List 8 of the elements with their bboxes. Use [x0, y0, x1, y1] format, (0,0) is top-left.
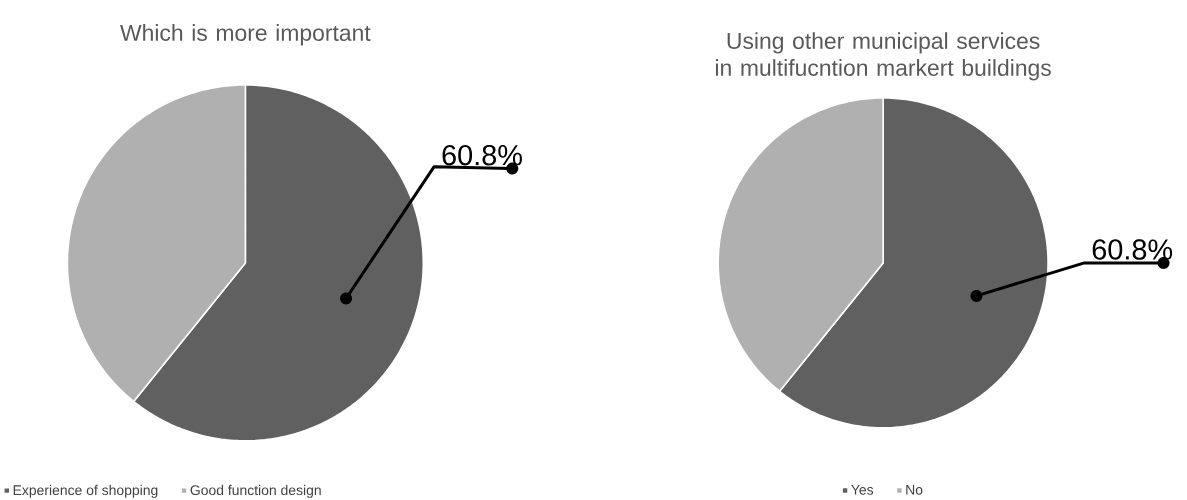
legend-label: Experience of shopping — [13, 484, 158, 498]
chart-title: Which is more important — [120, 23, 371, 46]
data-label: 60.8% — [442, 144, 522, 166]
legend-label: Good function design — [190, 484, 321, 498]
data-label: 60.8% — [1092, 239, 1173, 260]
chart-title: Using other municipal services in multifucntion markert buildings — [715, 32, 1051, 81]
legend-label: Yes — [851, 484, 874, 495]
legend-label: No — [906, 484, 923, 495]
